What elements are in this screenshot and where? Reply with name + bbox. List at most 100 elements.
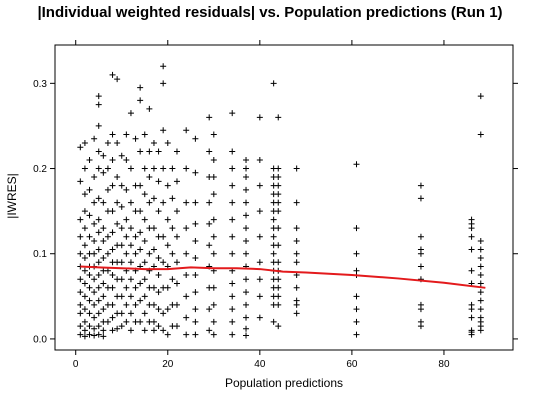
data-point: [127, 276, 134, 283]
data-point: [256, 293, 263, 300]
data-point: [81, 254, 88, 261]
data-point: [146, 199, 153, 206]
data-point: [91, 250, 98, 257]
data-point: [77, 301, 84, 308]
data-point: [243, 276, 250, 283]
data-point: [275, 242, 282, 249]
data-point: [127, 293, 134, 300]
data-points: [77, 63, 484, 340]
data-point: [100, 333, 107, 340]
data-point: [210, 233, 217, 240]
data-point: [192, 135, 199, 142]
data-point: [353, 225, 360, 232]
data-point: [164, 139, 171, 146]
data-point: [81, 225, 88, 232]
data-point: [183, 272, 190, 279]
data-point: [91, 174, 98, 181]
data-point: [229, 182, 236, 189]
data-point: [173, 233, 180, 240]
data-point: [477, 306, 484, 313]
data-point: [91, 325, 98, 332]
data-point: [192, 306, 199, 313]
data-point: [77, 178, 84, 185]
data-point: [100, 293, 107, 300]
data-point: [275, 293, 282, 300]
data-point: [109, 131, 116, 138]
data-point: [91, 301, 98, 308]
data-point: [137, 97, 144, 104]
data-point: [155, 272, 162, 279]
data-point: [77, 233, 84, 240]
data-point: [183, 199, 190, 206]
data-point: [477, 297, 484, 304]
data-point: [141, 165, 148, 172]
data-point: [155, 306, 162, 313]
data-point: [146, 105, 153, 112]
data-point: [123, 233, 130, 240]
data-point: [81, 333, 88, 340]
data-point: [141, 216, 148, 223]
data-point: [127, 259, 134, 266]
data-point: [275, 114, 282, 121]
y-tick-label: 0.1: [33, 249, 47, 260]
data-point: [137, 246, 144, 253]
data-point: [109, 327, 116, 334]
data-point: [353, 318, 360, 325]
data-point: [77, 216, 84, 223]
data-point: [275, 208, 282, 215]
data-point: [270, 80, 277, 87]
data-point: [243, 289, 250, 296]
data-point: [183, 314, 190, 321]
data-point: [150, 246, 157, 253]
data-point: [256, 114, 263, 121]
data-point: [169, 165, 176, 172]
data-point: [86, 331, 93, 338]
data-point: [123, 301, 130, 308]
data-point: [91, 135, 98, 142]
data-point: [353, 250, 360, 257]
data-point: [81, 327, 88, 334]
data-point: [256, 157, 263, 164]
data-point: [160, 63, 167, 70]
data-point: [192, 237, 199, 244]
data-point: [160, 199, 167, 206]
data-point: [164, 306, 171, 313]
data-point: [229, 331, 236, 338]
data-point: [77, 289, 84, 296]
data-point: [210, 131, 217, 138]
data-point: [86, 310, 93, 317]
data-point: [243, 199, 250, 206]
data-point: [155, 323, 162, 330]
data-point: [173, 280, 180, 287]
x-axis-label: Population predictions: [224, 376, 344, 390]
smooth-line: [80, 265, 486, 289]
data-point: [477, 93, 484, 100]
data-point: [95, 272, 102, 279]
data-point: [150, 327, 157, 334]
data-point: [210, 318, 217, 325]
data-point: [183, 331, 190, 338]
data-point: [100, 254, 107, 261]
data-point: [123, 186, 130, 193]
data-point: [100, 169, 107, 176]
data-point: [86, 297, 93, 304]
data-point: [77, 250, 84, 257]
data-point: [353, 331, 360, 338]
data-point: [270, 233, 277, 240]
data-point: [95, 323, 102, 330]
data-point: [206, 220, 213, 227]
data-point: [104, 186, 111, 193]
data-point: [118, 323, 125, 330]
data-point: [118, 203, 125, 210]
data-point: [173, 301, 180, 308]
data-point: [137, 148, 144, 155]
data-point: [210, 250, 217, 257]
data-point: [243, 314, 250, 321]
data-point: [353, 161, 360, 168]
data-point: [137, 229, 144, 236]
data-point: [270, 318, 277, 325]
data-point: [123, 284, 130, 291]
data-point: [146, 174, 153, 181]
data-point: [293, 199, 300, 206]
data-point: [118, 259, 125, 266]
